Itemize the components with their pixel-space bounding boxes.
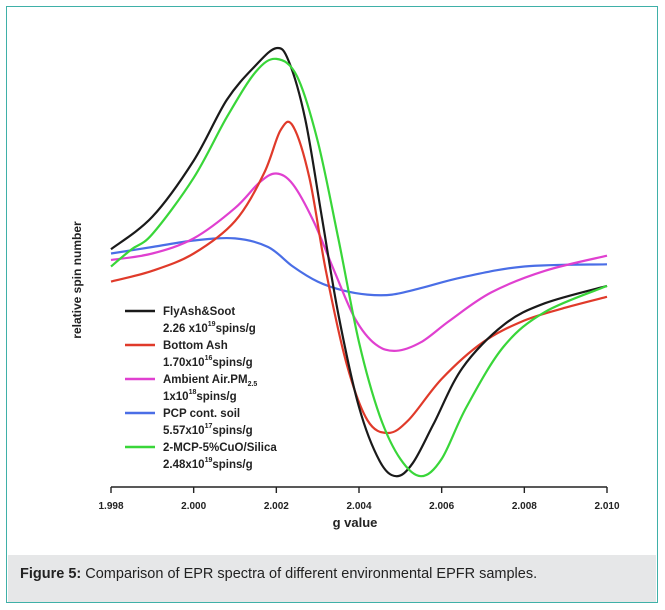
series-line-0	[110, 46, 608, 478]
legend-spins: 1.70x1016spins/g	[163, 355, 253, 369]
x-tick-label: 2.000	[181, 501, 206, 512]
caption-text: Comparison of EPR spectra of different e…	[85, 566, 538, 582]
x-tick-label: 2.010	[594, 501, 619, 512]
x-axis-label: g value	[333, 515, 378, 530]
legend-spins: 1x1018spins/g	[163, 389, 237, 403]
x-tick-label: 2.004	[346, 501, 371, 512]
legend-name: PCP cont. soil	[163, 408, 240, 420]
legend-spins: 5.57x1017spins/g	[163, 423, 253, 437]
series-line-2	[110, 172, 608, 352]
legend-name: 2-MCP-5%CuO/Silica	[163, 442, 277, 454]
series-line-1	[110, 120, 608, 435]
y-axis-label: relative spin number	[70, 221, 84, 339]
legend-name: Ambient Air.PM2.5	[163, 374, 257, 388]
chart-axes: 1.998 2.000 2.002 2.004 2.006 2.008 2.010	[98, 486, 620, 512]
series-line-4	[110, 57, 608, 478]
x-tick-label: 2.006	[429, 501, 454, 512]
figure-caption: Figure 5: Comparison of EPR spectra of d…	[20, 564, 642, 584]
x-tick-label: 2.002	[264, 501, 289, 512]
x-tick-label: 1.998	[98, 501, 123, 512]
legend-name: Bottom Ash	[163, 340, 228, 352]
caption-band: Figure 5: Comparison of EPR spectra of d…	[8, 555, 656, 602]
series-lines	[110, 46, 608, 478]
legend-name: FlyAsh&Soot	[163, 306, 235, 318]
epr-chart: 1.998 2.000 2.002 2.004 2.006 2.008 2.010 FlyA…	[70, 46, 620, 530]
legend-spins: 2.26 x1019spins/g	[163, 321, 256, 335]
figure-frame: 1.998 2.000 2.002 2.004 2.006 2.008 2.010 FlyA…	[6, 6, 658, 603]
series-line-3	[110, 236, 608, 297]
figure-area: 1.998 2.000 2.002 2.004 2.006 2.008 2.010 FlyA…	[17, 15, 647, 540]
chart-legend: FlyAsh&Soot 2.26 x1019spins/g Bottom Ash 1.…	[125, 306, 277, 471]
x-tick-label: 2.008	[512, 501, 537, 512]
caption-label: Figure 5:	[20, 566, 82, 582]
legend-spins: 2.48x1019spins/g	[163, 457, 253, 471]
